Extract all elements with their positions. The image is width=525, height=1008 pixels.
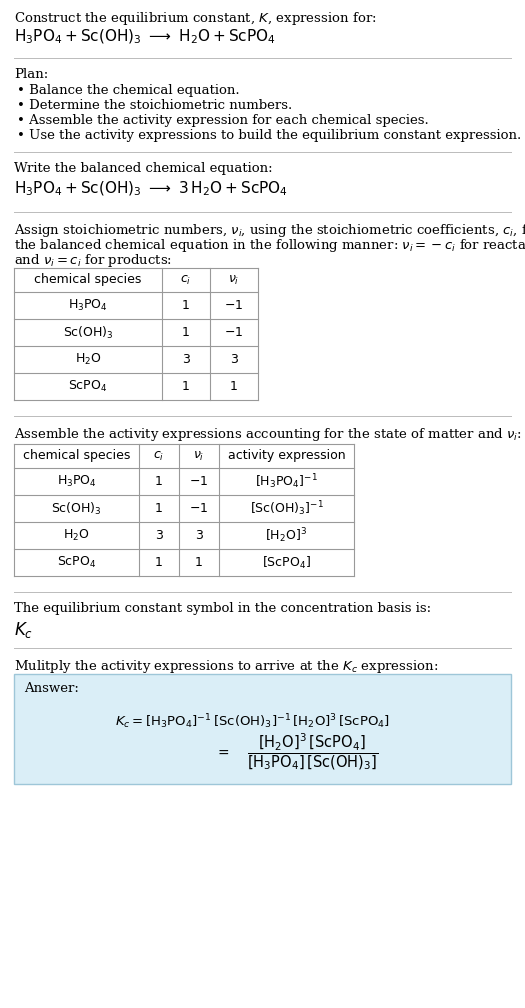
- Text: Write the balanced chemical equation:: Write the balanced chemical equation:: [14, 162, 272, 175]
- Text: $[\mathrm{H_2O}]^{3}$: $[\mathrm{H_2O}]^{3}$: [266, 526, 308, 545]
- Text: 3: 3: [182, 353, 190, 366]
- Text: $\mathrm{H_3PO_4}$: $\mathrm{H_3PO_4}$: [57, 474, 97, 489]
- Text: 1: 1: [195, 556, 203, 569]
- Text: 1: 1: [182, 380, 190, 393]
- Text: chemical species: chemical species: [34, 273, 142, 286]
- Text: activity expression: activity expression: [228, 450, 345, 463]
- Text: 1: 1: [182, 326, 190, 339]
- Text: $\mathrm{H_3PO_4}$: $\mathrm{H_3PO_4}$: [68, 298, 108, 313]
- Text: $c_i$: $c_i$: [181, 273, 192, 286]
- Text: 3: 3: [195, 529, 203, 542]
- Text: • Balance the chemical equation.: • Balance the chemical equation.: [17, 84, 239, 97]
- Text: and $\nu_i = c_i$ for products:: and $\nu_i = c_i$ for products:: [14, 252, 172, 269]
- Text: $K_c = [\mathrm{H_3PO_4}]^{-1}\,[\mathrm{Sc(OH)_3}]^{-1}\,[\mathrm{H_2O}]^{3}\,[: $K_c = [\mathrm{H_3PO_4}]^{-1}\,[\mathrm…: [115, 712, 390, 731]
- Text: the balanced chemical equation in the following manner: $\nu_i = -c_i$ for react: the balanced chemical equation in the fo…: [14, 237, 525, 254]
- Text: 1: 1: [155, 556, 163, 569]
- Text: 1: 1: [155, 475, 163, 488]
- Text: $-1$: $-1$: [224, 326, 244, 339]
- Text: 1: 1: [182, 299, 190, 312]
- Text: $-1$: $-1$: [224, 299, 244, 312]
- Text: $\nu_i$: $\nu_i$: [228, 273, 240, 286]
- Text: $\mathrm{H_2O}$: $\mathrm{H_2O}$: [75, 352, 101, 367]
- Text: Plan:: Plan:: [14, 68, 48, 81]
- Text: $\mathrm{ScPO_4}$: $\mathrm{ScPO_4}$: [57, 555, 96, 571]
- Text: 3: 3: [155, 529, 163, 542]
- Text: • Determine the stoichiometric numbers.: • Determine the stoichiometric numbers.: [17, 99, 292, 112]
- FancyBboxPatch shape: [14, 674, 511, 784]
- Text: Answer:: Answer:: [24, 682, 79, 695]
- Text: $K_c$: $K_c$: [14, 620, 33, 640]
- Text: $\mathrm{Sc(OH)_3}$: $\mathrm{Sc(OH)_3}$: [51, 500, 102, 516]
- Text: $\mathrm{H_2O}$: $\mathrm{H_2O}$: [63, 528, 90, 543]
- Text: $[\mathrm{Sc(OH)_3}]^{-1}$: $[\mathrm{Sc(OH)_3}]^{-1}$: [249, 499, 323, 518]
- Text: chemical species: chemical species: [23, 450, 130, 463]
- Text: $\dfrac{[\mathrm{H_2O}]^{3}\,[\mathrm{ScPO_4}]}{[\mathrm{H_3PO_4}]\,[\mathrm{Sc(: $\dfrac{[\mathrm{H_2O}]^{3}\,[\mathrm{Sc…: [247, 732, 378, 772]
- Text: 3: 3: [230, 353, 238, 366]
- Text: The equilibrium constant symbol in the concentration basis is:: The equilibrium constant symbol in the c…: [14, 602, 431, 615]
- Text: • Use the activity expressions to build the equilibrium constant expression.: • Use the activity expressions to build …: [17, 129, 521, 142]
- Text: 1: 1: [155, 502, 163, 515]
- Text: $\nu_i$: $\nu_i$: [193, 450, 205, 463]
- Text: $\mathrm{ScPO_4}$: $\mathrm{ScPO_4}$: [68, 379, 108, 394]
- Text: $-1$: $-1$: [190, 475, 208, 488]
- Text: $\mathrm{Sc(OH)_3}$: $\mathrm{Sc(OH)_3}$: [62, 325, 113, 341]
- Text: $[\mathrm{H_3PO_4}]^{-1}$: $[\mathrm{H_3PO_4}]^{-1}$: [255, 472, 318, 491]
- Text: Assemble the activity expressions accounting for the state of matter and $\nu_i$: Assemble the activity expressions accoun…: [14, 426, 522, 443]
- Text: $\mathrm{H_3PO_4 + Sc(OH)_3 \ \longrightarrow \ 3\,H_2O + ScPO_4}$: $\mathrm{H_3PO_4 + Sc(OH)_3 \ \longright…: [14, 180, 288, 199]
- Text: $-1$: $-1$: [190, 502, 208, 515]
- Text: • Assemble the activity expression for each chemical species.: • Assemble the activity expression for e…: [17, 114, 429, 127]
- Text: Assign stoichiometric numbers, $\nu_i$, using the stoichiometric coefficients, $: Assign stoichiometric numbers, $\nu_i$, …: [14, 222, 525, 239]
- Text: $[\mathrm{ScPO_4}]$: $[\mathrm{ScPO_4}]$: [262, 554, 311, 571]
- Text: 1: 1: [230, 380, 238, 393]
- Text: $c_i$: $c_i$: [153, 450, 165, 463]
- Text: $\mathrm{H_3PO_4 + Sc(OH)_3 \ \longrightarrow \ H_2O + ScPO_4}$: $\mathrm{H_3PO_4 + Sc(OH)_3 \ \longright…: [14, 28, 276, 46]
- Text: Mulitply the activity expressions to arrive at the $K_c$ expression:: Mulitply the activity expressions to arr…: [14, 658, 438, 675]
- Text: $=$: $=$: [215, 745, 230, 759]
- Text: Construct the equilibrium constant, $K$, expression for:: Construct the equilibrium constant, $K$,…: [14, 10, 376, 27]
